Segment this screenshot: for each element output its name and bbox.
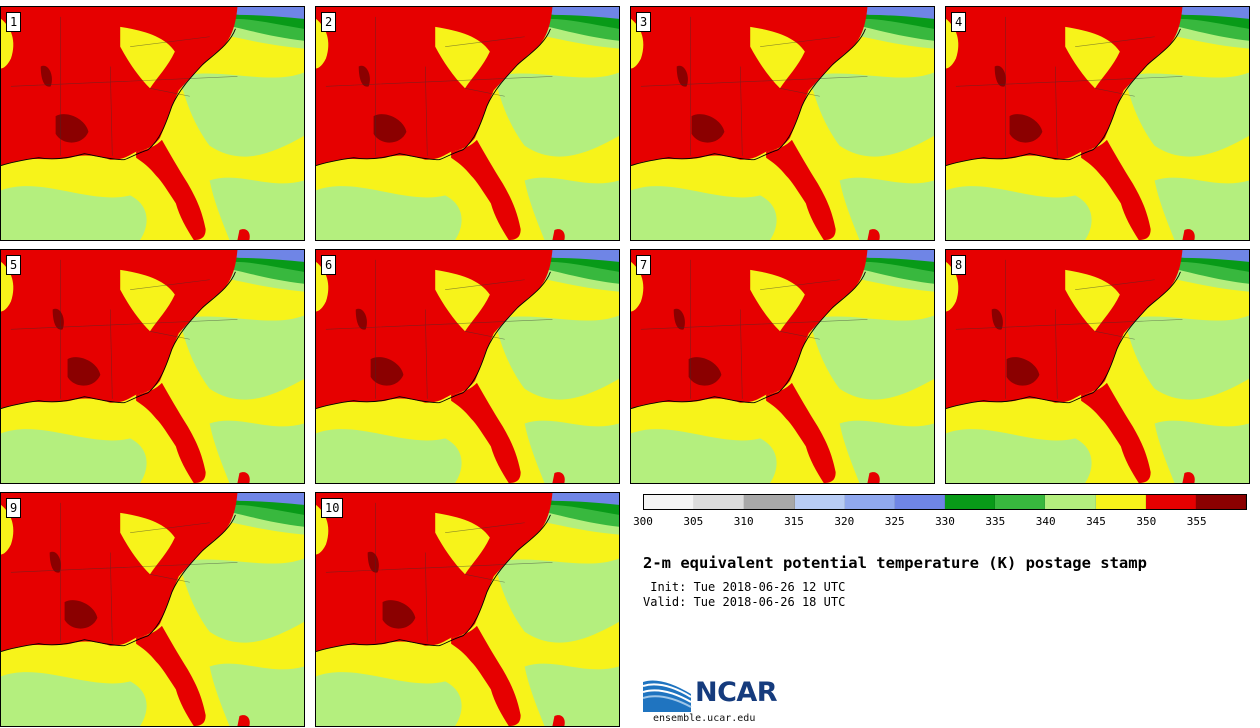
colorbar-tick-label: 330 xyxy=(935,515,955,528)
stamp-label: 2 xyxy=(321,12,337,32)
stamp-label: 7 xyxy=(636,255,652,275)
stamp-map xyxy=(946,7,1249,240)
stamp-map xyxy=(1,250,304,483)
colorbar-swatch xyxy=(894,495,946,509)
stamp-map xyxy=(316,493,619,726)
colorbar-tick-label: 345 xyxy=(1086,515,1106,528)
colorbar-swatch xyxy=(1145,495,1196,509)
colorbar-swatch xyxy=(744,495,795,509)
colorbar-swatch xyxy=(694,495,745,509)
ncar-logo-icon xyxy=(643,672,695,712)
postage-stamp-10: 10 xyxy=(315,492,620,727)
postage-stamp-8: 8 xyxy=(945,249,1250,484)
stamp-map xyxy=(1,493,304,726)
postage-stamp-7: 7 xyxy=(630,249,935,484)
colorbar-swatch xyxy=(1045,495,1096,509)
postage-stamp-9: 9 xyxy=(0,492,305,727)
colorbar-tick-label: 350 xyxy=(1136,515,1157,528)
stamp-map xyxy=(946,250,1249,483)
stamp-map xyxy=(631,250,934,483)
postage-stamp-1: 1 xyxy=(0,6,305,241)
ncar-logo-text: NCAR xyxy=(695,677,778,708)
valid-time: Valid: Tue 2018-06-26 18 UTC xyxy=(643,595,846,609)
postage-stamp-4: 4 xyxy=(945,6,1250,241)
stamp-label: 8 xyxy=(951,255,967,275)
stamp-map xyxy=(316,7,619,240)
colorbar-swatch xyxy=(794,495,845,509)
colorbar-swatch xyxy=(1195,495,1247,509)
stamp-label: 6 xyxy=(321,255,337,275)
colorbar xyxy=(643,494,1247,510)
logo-url: ensemble.ucar.edu xyxy=(653,713,756,724)
init-time: Init: Tue 2018-06-26 12 UTC xyxy=(643,580,846,594)
colorbar-tick-label: 310 xyxy=(733,515,754,528)
stamp-map xyxy=(631,7,934,240)
colorbar-tick-label: 315 xyxy=(784,515,804,528)
stamp-label: 5 xyxy=(6,255,22,275)
stamp-label: 4 xyxy=(951,12,967,32)
colorbar-swatch xyxy=(945,495,996,509)
colorbar-tick-label: 300 xyxy=(633,515,653,528)
colorbar-tick-label: 355 xyxy=(1186,515,1207,528)
colorbar-tick-label: 325 xyxy=(884,515,905,528)
postage-stamp-5: 5 xyxy=(0,249,305,484)
colorbar-tick-label: 305 xyxy=(683,515,704,528)
stamp-map xyxy=(316,250,619,483)
colorbar-swatch xyxy=(844,495,895,509)
colorbar-tick-label: 320 xyxy=(834,515,855,528)
stamp-label: 1 xyxy=(6,12,22,32)
stamp-label: 3 xyxy=(636,12,652,32)
stamp-label: 9 xyxy=(6,498,22,518)
stamp-label: 10 xyxy=(321,498,344,518)
stamp-map xyxy=(1,7,304,240)
plot-title: 2-m equivalent potential temperature (K)… xyxy=(643,554,1147,572)
init-valid-info: Init: Tue 2018-06-26 12 UTC Valid: Tue 2… xyxy=(643,580,845,610)
colorbar-swatch xyxy=(995,495,1046,509)
colorbar-ticks: 300 305 310 315 320 325 330 335 340 345 350 355 xyxy=(633,515,1247,529)
colorbar-swatch xyxy=(1095,495,1146,509)
colorbar-tick-label: 340 xyxy=(1035,515,1056,528)
colorbar-tick-label: 335 xyxy=(985,515,1006,528)
postage-stamp-6: 6 xyxy=(315,249,620,484)
colorbar-swatch xyxy=(644,495,695,509)
postage-stamp-2: 2 xyxy=(315,6,620,241)
ncar-logo: NCAR xyxy=(643,672,793,712)
postage-stamp-3: 3 xyxy=(630,6,935,241)
